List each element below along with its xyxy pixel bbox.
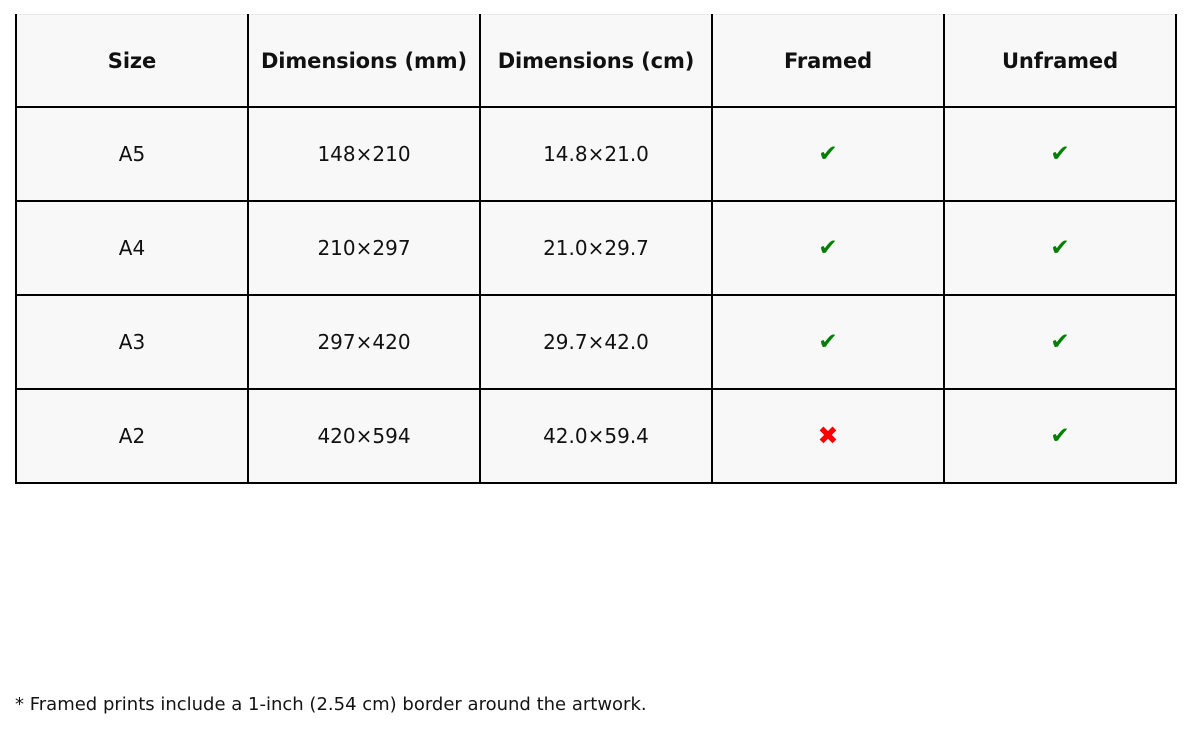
cell-framed-status: ✔ — [711, 107, 945, 202]
check-mark-icon: ✔ — [1050, 329, 1070, 355]
column-header-dimensions-mm: Dimensions (mm) — [247, 14, 481, 108]
cell-dimensions-mm: 297×420 — [247, 295, 481, 390]
cell-unframed-status: ✔ — [943, 107, 1177, 202]
column-header-size: Size — [15, 14, 249, 108]
cell-unframed-status: ✔ — [943, 295, 1177, 390]
cell-size: A4 — [15, 201, 249, 296]
table-header-row: Size Dimensions (mm) Dimensions (cm) Fra… — [15, 14, 1177, 108]
table-header: Size Dimensions (mm) Dimensions (cm) Fra… — [15, 14, 1177, 108]
table-row: A2 420×594 42.0×59.4 ✖ ✔ — [15, 389, 1177, 484]
check-mark-icon: ✔ — [818, 329, 838, 355]
table-row: A5 148×210 14.8×21.0 ✔ ✔ — [15, 107, 1177, 202]
column-header-unframed: Unframed — [943, 14, 1177, 108]
cell-dimensions-mm: 210×297 — [247, 201, 481, 296]
table-row: A4 210×297 21.0×29.7 ✔ ✔ — [15, 201, 1177, 296]
check-mark-icon: ✔ — [1050, 235, 1070, 261]
cell-unframed-status: ✔ — [943, 201, 1177, 296]
cell-framed-status: ✖ — [711, 389, 945, 484]
check-mark-icon: ✔ — [1050, 423, 1070, 449]
cross-mark-icon: ✖ — [817, 421, 839, 450]
cell-framed-status: ✔ — [711, 201, 945, 296]
cell-size: A2 — [15, 389, 249, 484]
cell-framed-status: ✔ — [711, 295, 945, 390]
cell-unframed-status: ✔ — [943, 389, 1177, 484]
cell-size: A3 — [15, 295, 249, 390]
column-header-dimensions-cm: Dimensions (cm) — [479, 14, 713, 108]
cell-dimensions-mm: 420×594 — [247, 389, 481, 484]
table-row: A3 297×420 29.7×42.0 ✔ ✔ — [15, 295, 1177, 390]
table-body: A5 148×210 14.8×21.0 ✔ ✔ A4 210×297 21.0… — [15, 107, 1177, 484]
check-mark-icon: ✔ — [1050, 141, 1070, 167]
cell-dimensions-mm: 148×210 — [247, 107, 481, 202]
cell-dimensions-cm: 29.7×42.0 — [479, 295, 713, 390]
cell-dimensions-cm: 21.0×29.7 — [479, 201, 713, 296]
column-header-framed: Framed — [711, 14, 945, 108]
print-size-table: Size Dimensions (mm) Dimensions (cm) Fra… — [15, 14, 1177, 484]
check-mark-icon: ✔ — [818, 141, 838, 167]
cell-dimensions-cm: 14.8×21.0 — [479, 107, 713, 202]
cell-dimensions-cm: 42.0×59.4 — [479, 389, 713, 484]
check-mark-icon: ✔ — [818, 235, 838, 261]
footnote-text: * Framed prints include a 1-inch (2.54 c… — [15, 694, 647, 715]
cell-size: A5 — [15, 107, 249, 202]
